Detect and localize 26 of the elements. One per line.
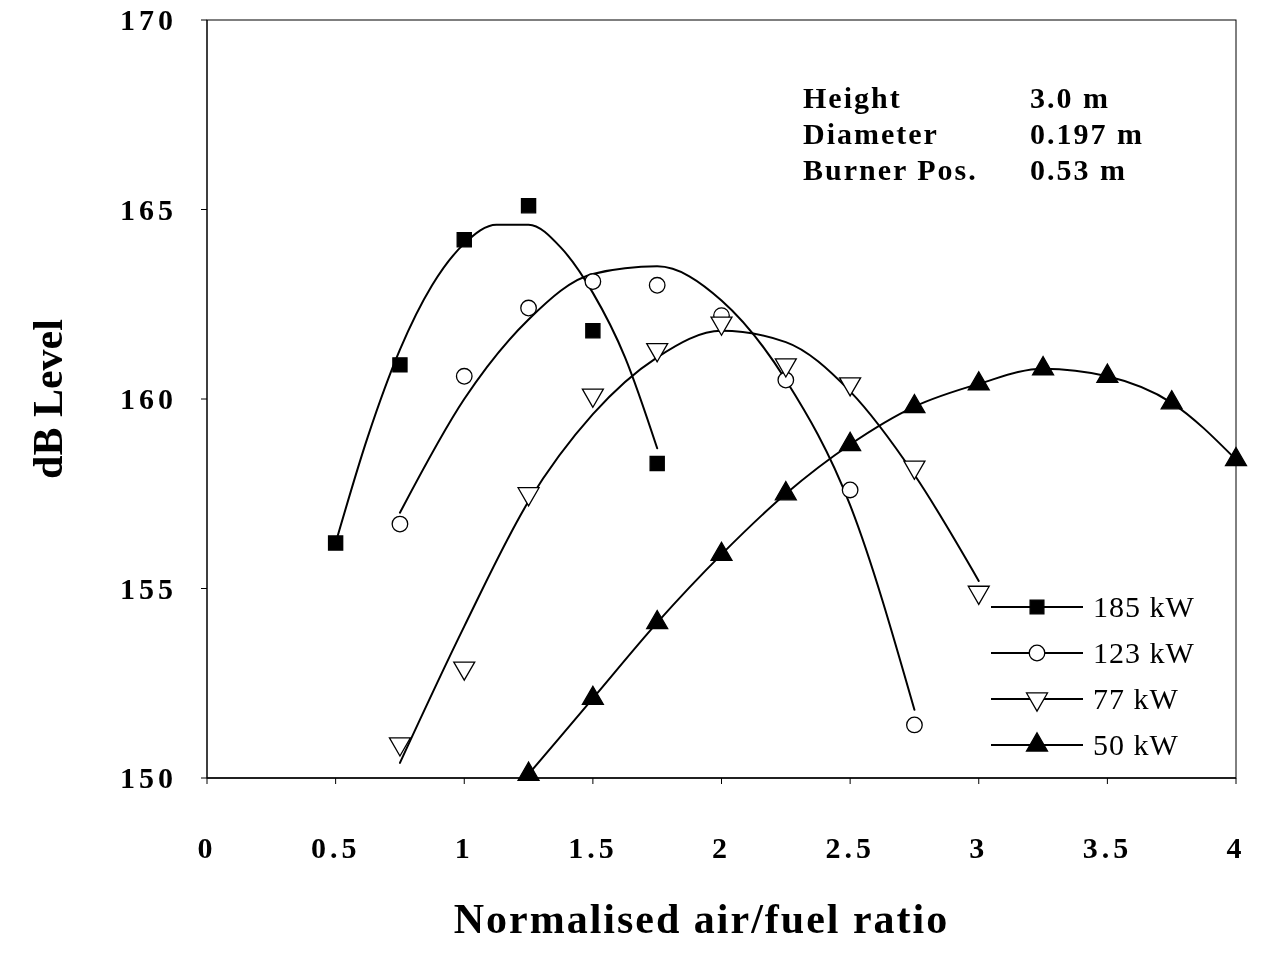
- annotation: 0.197 m: [1030, 117, 1144, 150]
- y-axis-title: dB Level: [25, 319, 71, 479]
- x-tick-label: 1.5: [568, 831, 618, 864]
- annotation: Burner Pos.: [803, 153, 978, 186]
- x-tick-label: 0.5: [310, 831, 361, 864]
- y-tick-label: 165: [120, 192, 177, 226]
- x-tick-label: 1: [454, 831, 474, 864]
- legend-label: 50 kW: [1093, 728, 1179, 761]
- x-tick-label: 2: [712, 831, 731, 864]
- annotation: 0.53 m: [1030, 153, 1127, 186]
- y-tick-label: 150: [120, 761, 177, 794]
- legend-label: 123 kW: [1093, 636, 1195, 669]
- annotation: Height: [803, 81, 902, 114]
- y-tick-label: 160: [120, 382, 177, 415]
- annotation: Diameter: [803, 117, 939, 150]
- y-tick-label: 170: [120, 3, 177, 36]
- x-axis-title: Normalised air/fuel ratio: [453, 896, 950, 942]
- x-tick-label: 4: [1226, 831, 1246, 864]
- x-tick-label: 3: [969, 831, 989, 864]
- legend-label: 77 kW: [1093, 682, 1179, 715]
- annotation: 3.0 m: [1030, 81, 1110, 114]
- y-tick-label: 155: [120, 571, 177, 605]
- x-tick-label: 0: [197, 831, 217, 864]
- x-tick-label: 2.5: [825, 831, 875, 864]
- x-tick-label: 3.5: [1082, 831, 1133, 864]
- legend-label: 185 kW: [1093, 590, 1195, 623]
